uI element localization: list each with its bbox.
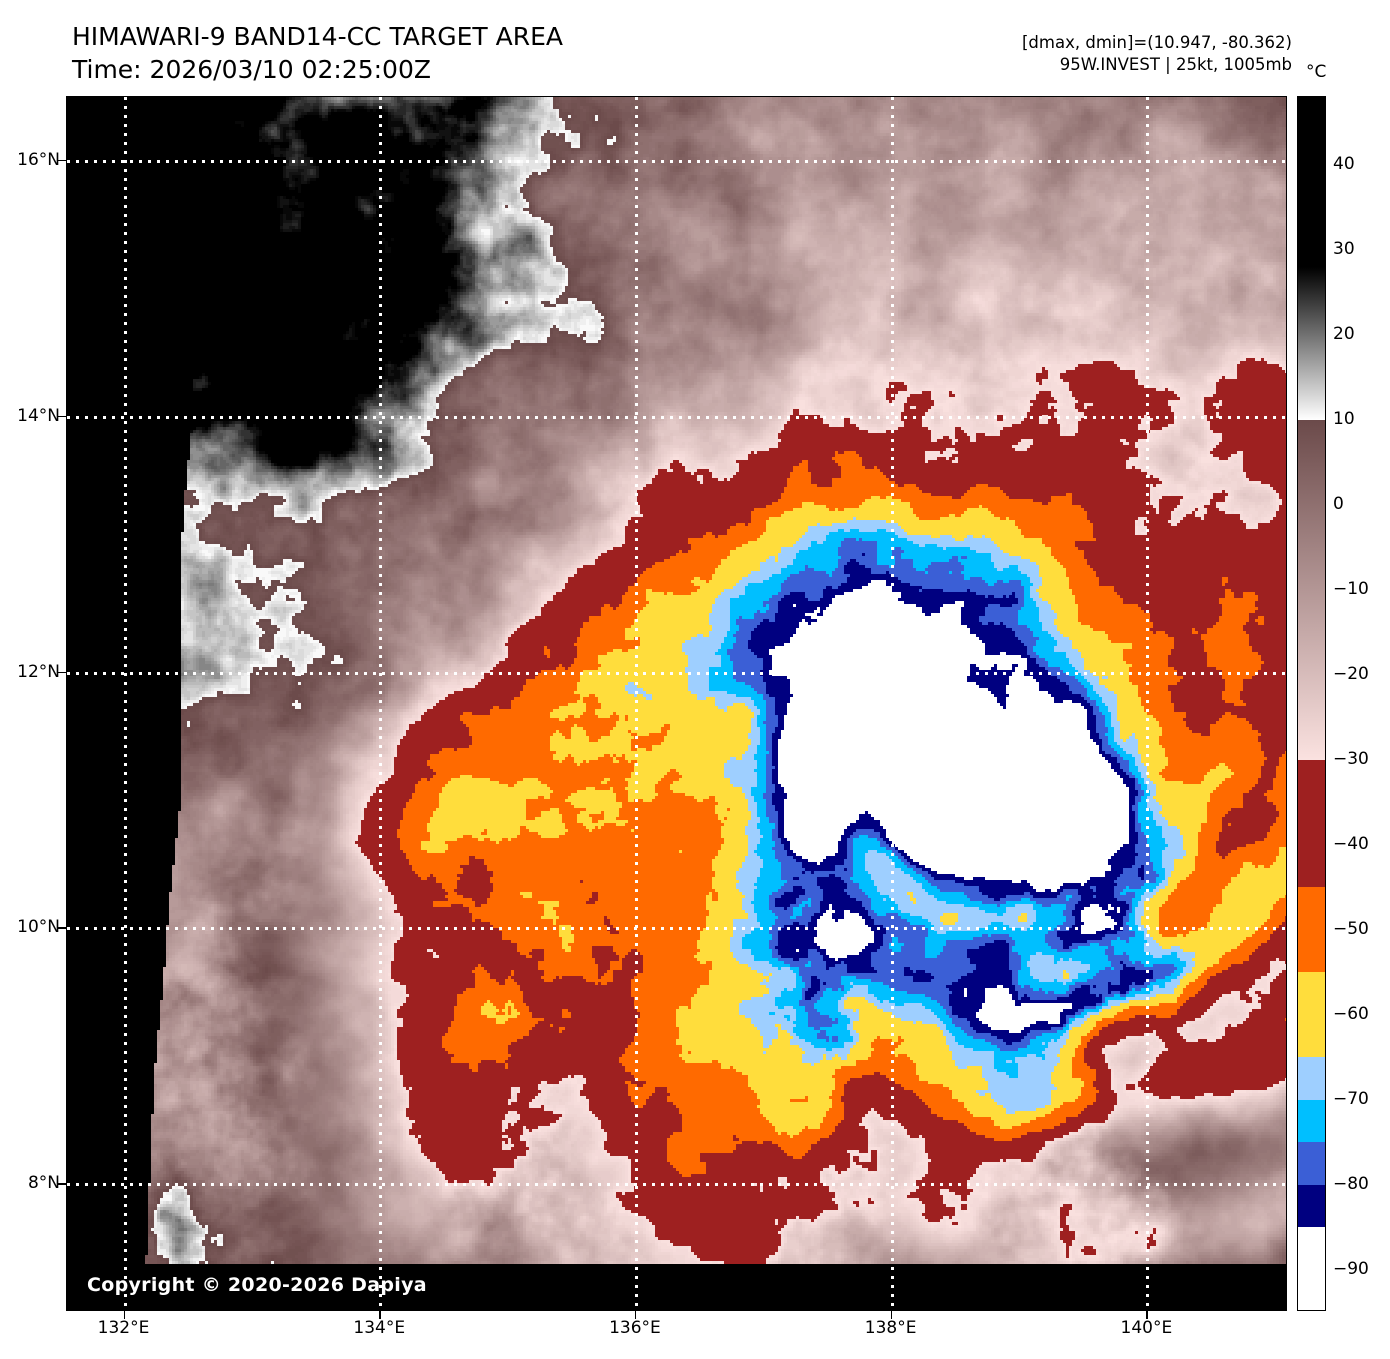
x-axis-label-140°E: 140°E [1120,1318,1173,1338]
y-axis-tick [58,927,66,929]
temperature-colorbar[interactable] [1297,96,1326,1311]
x-axis-label-138°E: 138°E [864,1318,917,1338]
colorbar-band-0 [1298,97,1325,267]
colorbar-band-3 [1298,759,1325,888]
x-axis-tick [1146,1311,1148,1319]
y-axis-label-14°N: 14°N [17,405,60,426]
x-axis-label-136°E: 136°E [609,1318,661,1338]
timestamp-line: Time: 2026/03/10 02:25:00Z [72,55,431,84]
colorbar-tick--60: −60 [1333,1003,1369,1024]
gridline-horizontal [67,159,1286,163]
colorbar-tick--80: −80 [1333,1173,1369,1194]
x-axis-tick [123,1311,126,1319]
gridline-vertical [634,97,638,1310]
y-axis-tick [58,415,66,418]
colorbar-tick--30: −30 [1333,748,1369,769]
colorbar-tick-20: 20 [1333,323,1355,344]
infrared-brightness-temperature-image [67,97,1286,1310]
colorbar-band-1 [1298,266,1325,420]
title-block: HIMAWARI-9 BAND14-CC TARGET AREA Time: 2… [72,20,563,86]
gridline-vertical [379,97,383,1310]
gridline-horizontal [67,927,1286,931]
gridline-horizontal [67,1183,1286,1187]
y-axis-tick [58,159,66,162]
x-axis-label-134°E: 134°E [353,1318,406,1338]
colorbar-band-7 [1298,1099,1325,1143]
copyright-notice: Copyright © 2020-2026 Dapiya [87,1274,427,1296]
gridline-horizontal [67,671,1286,675]
colorbar-band-4 [1298,887,1325,973]
colorbar-tick--40: −40 [1333,833,1369,854]
satellite-plot-area[interactable]: Copyright © 2020-2026 Dapiya [66,96,1287,1311]
colorbar-tick--70: −70 [1333,1088,1369,1109]
gridline-vertical [890,97,894,1310]
colorbar-tick--20: −20 [1333,663,1369,684]
gridline-vertical [123,97,127,1310]
dmax-dmin-readout: [dmax, dmin]=(10.947, -80.362) [1022,33,1292,52]
gridline-horizontal [67,415,1286,419]
colorbar-tick-30: 30 [1333,238,1355,259]
storm-info-readout: 95W.INVEST | 25kt, 1005mb [1059,55,1292,74]
x-axis-tick [890,1311,893,1319]
colorbar-band-2 [1298,419,1325,760]
y-axis-label-8°N: 8°N [27,1173,60,1194]
x-axis-tick [379,1311,381,1319]
colorbar-band-10 [1298,1227,1325,1310]
y-axis-tick [58,1183,66,1185]
y-axis-label-10°N: 10°N [17,917,60,938]
colorbar-unit-label: °C [1306,62,1327,82]
gridline-vertical [1146,97,1150,1310]
colorbar-tick--90: −90 [1333,1258,1369,1279]
colorbar-tick-10: 10 [1333,408,1355,429]
colorbar-tick--10: −10 [1333,578,1369,599]
colorbar-band-5 [1298,972,1325,1058]
page-title: HIMAWARI-9 BAND14-CC TARGET AREA [72,22,564,51]
y-axis-label-12°N: 12°N [17,661,60,682]
colorbar-tick--50: −50 [1333,918,1369,939]
x-axis-tick [634,1311,637,1319]
colorbar-band-6 [1298,1057,1325,1100]
colorbar-tick-40: 40 [1333,153,1355,174]
x-axis-label-132°E: 132°E [97,1318,150,1338]
y-axis-tick [58,671,66,674]
metadata-block: [dmax, dmin]=(10.947, -80.362) 95W.INVES… [1022,32,1292,76]
colorbar-band-9 [1298,1184,1325,1228]
colorbar-tick-0: 0 [1333,493,1344,514]
y-axis-label-16°N: 16°N [17,149,60,170]
colorbar-band-8 [1298,1142,1325,1185]
